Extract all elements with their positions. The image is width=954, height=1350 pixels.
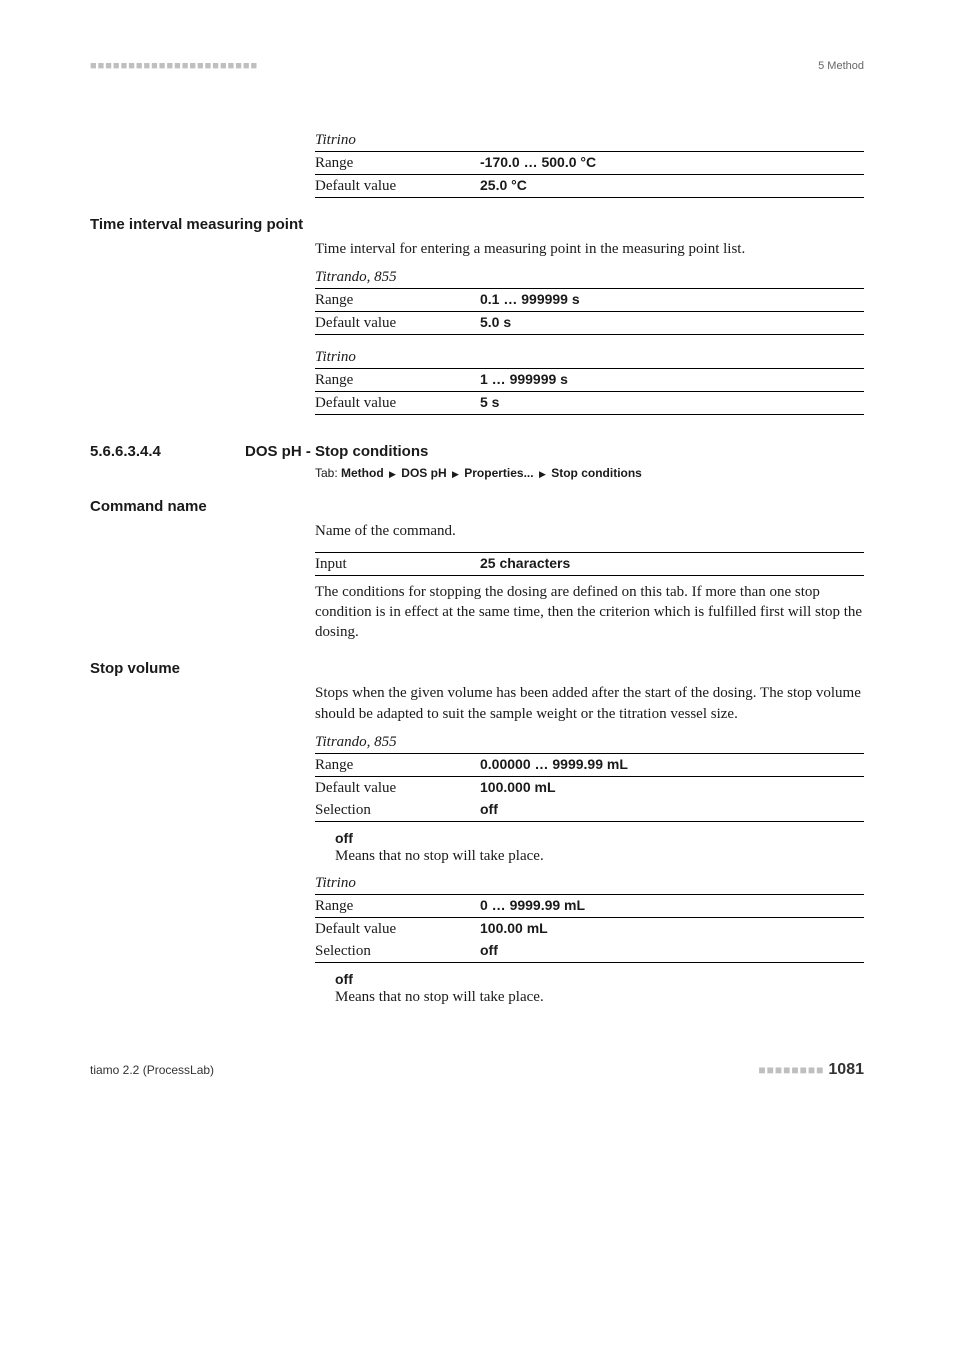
off-text: Means that no stop will take place. <box>335 848 864 865</box>
range-value: 1 … 999999 s <box>480 371 568 387</box>
default-label: Default value <box>315 921 480 938</box>
footer-ornament: ■■■■■■■■ <box>758 1063 824 1077</box>
table-row: Default value 5.0 s <box>315 312 864 335</box>
off-explain: off Means that no stop will take place. <box>335 971 864 1006</box>
time-interval-desc: Time interval for entering a measuring p… <box>315 239 864 259</box>
selection-label: Selection <box>315 943 480 960</box>
tab-path: Tab: Method ▶ DOS pH ▶ Properties... ▶ S… <box>315 466 864 480</box>
page-footer: tiamo 2.2 (ProcessLab) ■■■■■■■■ 1081 <box>90 1061 864 1079</box>
command-paragraph: The conditions for stopping the dosing a… <box>315 582 864 643</box>
group-label-titrando: Titrando, 855 <box>315 734 864 754</box>
footer-right: ■■■■■■■■ 1081 <box>758 1061 864 1079</box>
table-row: Range 1 … 999999 s <box>315 369 864 392</box>
tab-part: Properties... <box>464 466 533 480</box>
page-number: 1081 <box>828 1061 864 1079</box>
chevron-right-icon: ▶ <box>450 469 461 479</box>
group-label-titrino: Titrino <box>315 875 864 895</box>
section-heading: 5.6.6.3.4.4 DOS pH - Stop conditions <box>90 443 864 460</box>
off-explain: off Means that no stop will take place. <box>335 830 864 865</box>
table-row: Selection off <box>315 940 864 963</box>
group-label-titrino: Titrino <box>315 132 864 152</box>
range-label: Range <box>315 372 480 389</box>
table-row: Default value 100.000 mL <box>315 777 864 799</box>
table-row: Range -170.0 … 500.0 °C <box>315 152 864 175</box>
range-label: Range <box>315 292 480 309</box>
input-label: Input <box>315 556 480 573</box>
default-value: 5.0 s <box>480 314 511 330</box>
header-chapter: 5 Method <box>818 60 864 72</box>
default-label: Default value <box>315 178 480 195</box>
stop-volume-block: Stops when the given volume has been add… <box>315 683 864 1006</box>
default-value: 100.000 mL <box>480 779 556 795</box>
table-row: Default value 5 s <box>315 392 864 415</box>
off-text: Means that no stop will take place. <box>335 989 864 1006</box>
header-ornament: ■■■■■■■■■■■■■■■■■■■■■■ <box>90 60 258 72</box>
default-value: 25.0 °C <box>480 177 527 193</box>
default-label: Default value <box>315 780 480 797</box>
tab-prefix: Tab: <box>315 466 341 480</box>
chevron-right-icon: ▶ <box>537 469 548 479</box>
range-label: Range <box>315 757 480 774</box>
time-interval-block: Time interval for entering a measuring p… <box>315 239 864 415</box>
section-number: 5.6.6.3.4.4 <box>90 443 245 460</box>
default-value: 5 s <box>480 394 499 410</box>
range-value: 0.1 … 999999 s <box>480 291 580 307</box>
range-label: Range <box>315 898 480 915</box>
table-row: Default value 25.0 °C <box>315 175 864 198</box>
range-value: 0 … 9999.99 mL <box>480 897 585 913</box>
tab-path-block: Tab: Method ▶ DOS pH ▶ Properties... ▶ S… <box>315 466 864 480</box>
param-title-stop-volume: Stop volume <box>90 660 864 677</box>
default-label: Default value <box>315 395 480 412</box>
command-desc: Name of the command. <box>315 521 864 541</box>
tab-part: Stop conditions <box>551 466 642 480</box>
tab-part: Method <box>341 466 384 480</box>
range-value: 0.00000 … 9999.99 mL <box>480 756 628 772</box>
table-row: Selection off <box>315 799 864 822</box>
default-label: Default value <box>315 315 480 332</box>
range-label: Range <box>315 155 480 172</box>
table-row: Default value 100.00 mL <box>315 918 864 940</box>
selection-value: off <box>480 801 498 817</box>
page-header: ■■■■■■■■■■■■■■■■■■■■■■ 5 Method <box>90 60 864 72</box>
command-block: Name of the command. Input 25 characters… <box>315 521 864 642</box>
page-container: ■■■■■■■■■■■■■■■■■■■■■■ 5 Method Titrino … <box>0 0 954 1119</box>
table-row: Range 0.1 … 999999 s <box>315 289 864 312</box>
titrino-top-block: Titrino Range -170.0 … 500.0 °C Default … <box>315 132 864 198</box>
param-title-time-interval: Time interval measuring point <box>90 216 864 233</box>
table-row: Range 0.00000 … 9999.99 mL <box>315 754 864 777</box>
default-value: 100.00 mL <box>480 920 548 936</box>
stop-volume-desc: Stops when the given volume has been add… <box>315 683 864 724</box>
table-row: Input 25 characters <box>315 553 864 576</box>
section-title: DOS pH - Stop conditions <box>245 443 428 460</box>
footer-left: tiamo 2.2 (ProcessLab) <box>90 1063 214 1077</box>
selection-value: off <box>480 942 498 958</box>
table-row: Range 0 … 9999.99 mL <box>315 895 864 918</box>
chevron-right-icon: ▶ <box>387 469 398 479</box>
tab-part: DOS pH <box>401 466 446 480</box>
off-heading: off <box>335 971 864 987</box>
range-value: -170.0 … 500.0 °C <box>480 154 596 170</box>
group-label-titrino: Titrino <box>315 349 864 369</box>
input-value: 25 characters <box>480 555 570 571</box>
off-heading: off <box>335 830 864 846</box>
selection-label: Selection <box>315 802 480 819</box>
group-label-titrando: Titrando, 855 <box>315 269 864 289</box>
param-title-command-name: Command name <box>90 498 864 515</box>
